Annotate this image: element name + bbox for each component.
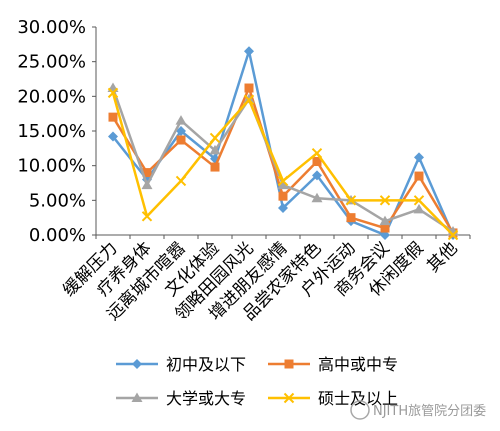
legend-swatch-marker (132, 359, 142, 369)
watermark-text: NJITH旅管院分团委 (373, 404, 486, 419)
data-point (141, 211, 153, 222)
data-point (176, 135, 186, 145)
data-point (107, 82, 119, 93)
y-tick-label: 0.00% (29, 225, 86, 246)
y-tick-label: 25.00% (17, 52, 86, 73)
data-point (176, 126, 186, 136)
series-4 (107, 87, 459, 241)
data-point (447, 229, 459, 241)
y-tick-label: 20.00% (17, 86, 86, 107)
legend-label: 初中及以下 (166, 355, 246, 374)
data-point (243, 93, 255, 104)
legend-swatch-marker (283, 392, 295, 404)
data-point (175, 175, 187, 187)
y-tick-label: 15.00% (17, 121, 86, 142)
legend-label: 大学或大专 (166, 389, 246, 408)
data-point (210, 162, 220, 172)
data-point (311, 192, 323, 203)
data-point (108, 112, 118, 122)
data-point (379, 215, 391, 226)
watermark: NJITH旅管院分团委 (350, 400, 486, 420)
y-tick-label: 5.00% (29, 190, 86, 211)
data-point (277, 175, 289, 187)
legend-swatch-marker (284, 359, 294, 369)
data-point (209, 132, 221, 144)
data-point (414, 171, 424, 181)
data-point (278, 202, 288, 213)
data-point (107, 87, 119, 99)
data-point (277, 179, 289, 190)
y-axis-ticks: 0.00% 5.00% 10.00% 15.00% 20.00% 25.00% 30.00% (17, 17, 96, 246)
x-category-label: 其他 (423, 238, 461, 276)
legend-item: 硕士及以上 (268, 389, 398, 408)
data-point (142, 168, 152, 178)
legend-item: 高中或中专 (268, 355, 398, 374)
x-axis-ticks: 缓解压力疗养身体远离城市喧嚣文化体验领略田园风光增进朋友感情品尝农家特色户外运动… (59, 235, 471, 325)
data-point (312, 170, 322, 181)
data-point (413, 203, 425, 214)
data-point (243, 94, 255, 106)
data-point (346, 213, 356, 223)
data-point (141, 179, 153, 190)
legend-swatch-marker (131, 392, 143, 402)
data-point (414, 152, 424, 163)
legend-item: 初中及以下 (116, 355, 246, 374)
data-point (379, 195, 391, 206)
legend-label: 高中或中专 (318, 355, 398, 374)
data-point (108, 131, 118, 142)
data-point (209, 144, 221, 155)
y-tick-label: 10.00% (17, 156, 86, 177)
data-point (311, 147, 323, 159)
wechat-logo-icon (350, 400, 370, 420)
data-point (278, 191, 288, 201)
data-point (380, 223, 390, 233)
legend-label: 硕士及以上 (318, 389, 398, 408)
series-line (111, 92, 454, 236)
y-tick-label: 30.00% (17, 17, 86, 38)
data-point (312, 157, 322, 167)
data-point (413, 195, 425, 206)
data-point (175, 115, 187, 125)
series-group (107, 46, 459, 241)
data-point (345, 195, 357, 206)
legend-item: 大学或大专 (116, 389, 246, 408)
data-point (244, 46, 254, 57)
series-1 (108, 46, 458, 240)
data-point (244, 83, 254, 93)
